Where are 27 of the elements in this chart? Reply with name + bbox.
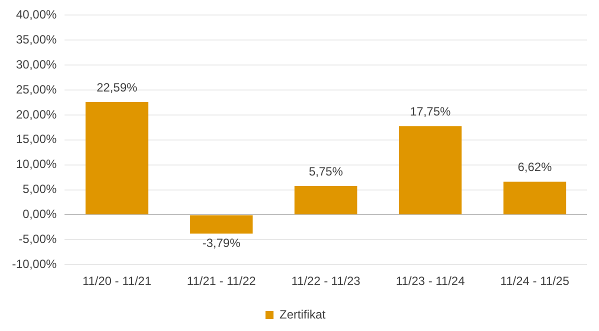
y-tick-label: 40,00%	[16, 8, 58, 22]
y-tick-label: 30,00%	[16, 57, 58, 72]
x-tick-label: 11/24 - 11/25	[500, 274, 570, 288]
x-tick-label: 11/22 - 11/23	[291, 274, 361, 288]
y-tick-label: 5,00%	[22, 182, 58, 196]
data-label: 6,62%	[518, 160, 552, 174]
y-tick-label: 35,00%	[16, 32, 58, 46]
x-tick-label: 11/20 - 11/21	[82, 274, 152, 288]
data-label: 22,59%	[96, 80, 138, 94]
bar	[398, 126, 462, 214]
y-tick-label: -10,00%	[12, 256, 58, 271]
bar	[503, 182, 566, 214]
y-tick-label: 20,00%	[16, 107, 58, 122]
y-tick-label: 15,00%	[16, 132, 58, 146]
data-label: 5,75%	[308, 164, 344, 178]
bar	[294, 186, 358, 214]
y-tick-label: 25,00%	[16, 82, 58, 96]
x-tick-label: 11/23 - 11/24	[396, 274, 466, 288]
y-tick-label: -5,00%	[18, 232, 58, 246]
y-tick-label: 10,00%	[16, 157, 58, 172]
bar	[86, 102, 148, 214]
y-tick-label: 0,00%	[22, 207, 58, 222]
data-label: -3,79%	[202, 236, 241, 250]
x-tick-label: 11/21 - 11/22	[186, 274, 256, 288]
data-label: 17,75%	[410, 104, 451, 118]
bar	[190, 215, 253, 234]
legend-label: Zertifikat	[279, 307, 326, 322]
